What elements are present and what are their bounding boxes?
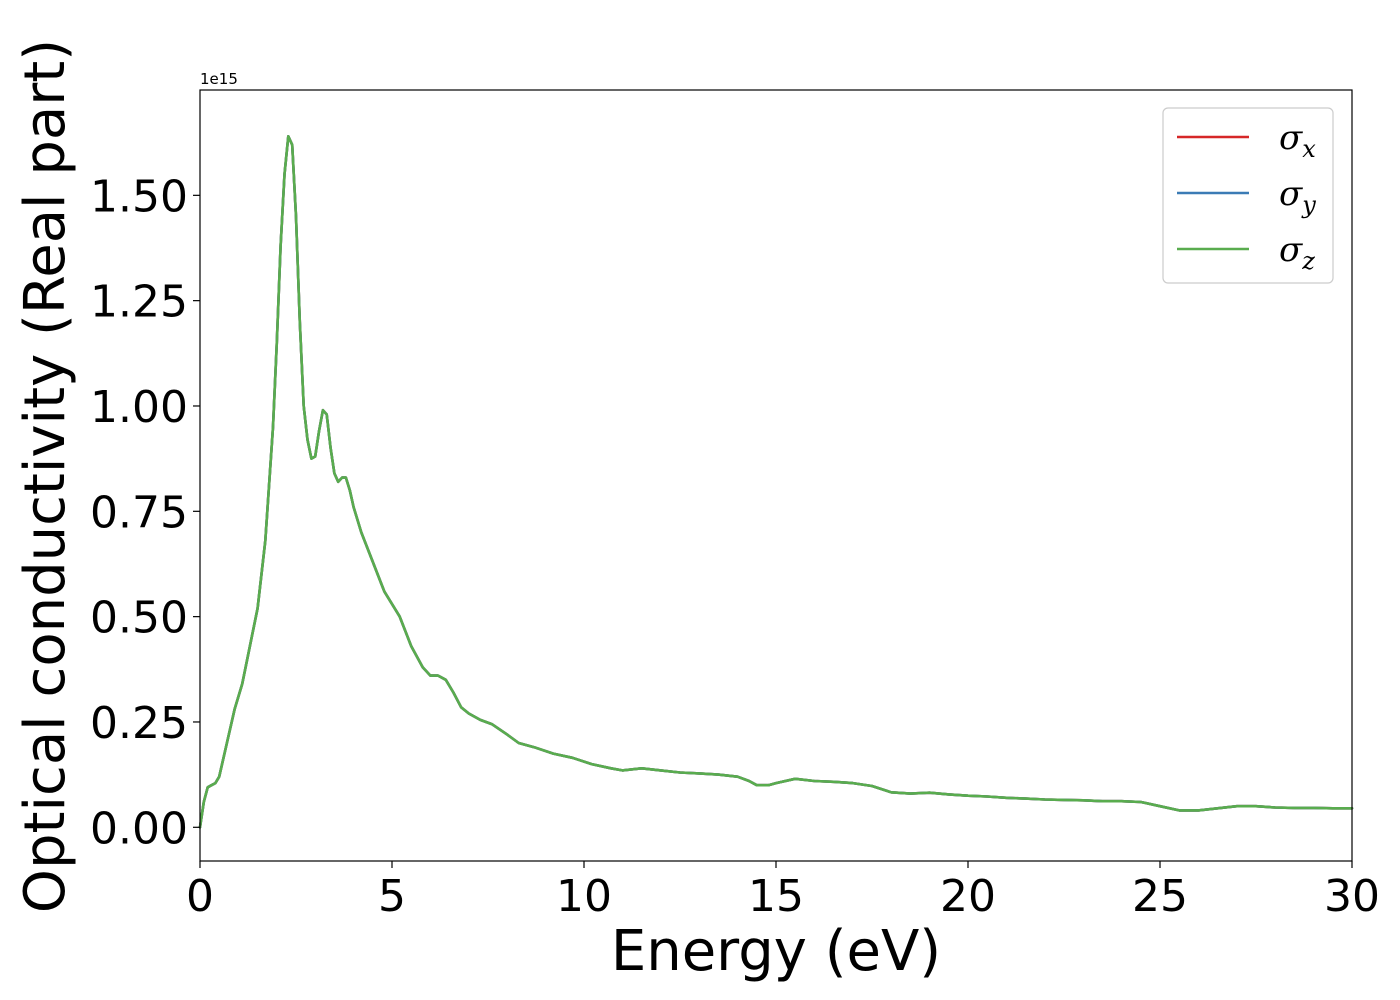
legend-box xyxy=(1162,107,1334,284)
y-tick-label: 0.50 xyxy=(90,593,188,644)
y-tick-label: 0.75 xyxy=(90,487,188,538)
x-tick-label: 10 xyxy=(556,871,612,922)
x-tick-label: 15 xyxy=(748,871,804,922)
y-axis-label: Optical conductivity (Real part) xyxy=(13,39,78,913)
series-line-2 xyxy=(198,135,1354,829)
y-tick-label: 1.25 xyxy=(90,277,188,328)
x-tick-label: 30 xyxy=(1324,871,1380,922)
legend-label-subscript: x xyxy=(1302,135,1316,163)
x-axis-ticks: 0 5 10 15 20 25 30 xyxy=(186,861,1380,922)
y-tick-label: 1.00 xyxy=(90,382,188,433)
y-offset-label: 1e15 xyxy=(200,70,238,88)
x-axis-label: Energy (eV) xyxy=(611,919,941,984)
legend-label-subscript: z xyxy=(1301,247,1315,275)
series-layer xyxy=(198,135,1354,829)
y-axis-ticks: 0.00 0.25 0.50 0.75 1.00 1.25 1.50 xyxy=(90,171,200,854)
x-tick-label: 0 xyxy=(186,871,214,922)
y-tick-label: 1.50 xyxy=(90,171,188,222)
y-tick-label: 0.00 xyxy=(90,803,188,854)
x-tick-label: 25 xyxy=(1132,871,1188,922)
legend-label-subscript: y xyxy=(1301,191,1316,219)
y-tick-label: 0.25 xyxy=(90,698,188,749)
x-tick-label: 5 xyxy=(378,871,406,922)
x-tick-label: 20 xyxy=(940,871,996,922)
